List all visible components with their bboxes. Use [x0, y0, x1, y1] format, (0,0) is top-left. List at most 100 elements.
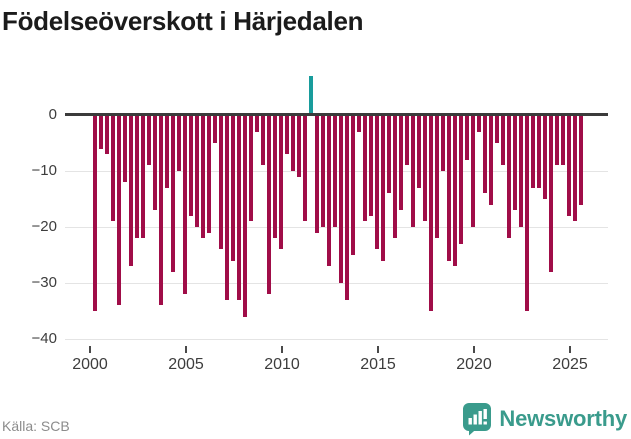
- x-tick-label: 2025: [552, 356, 588, 373]
- x-tick: [89, 346, 91, 353]
- bar-negative: [345, 116, 349, 300]
- bar-negative: [267, 116, 271, 295]
- bar-negative: [537, 116, 541, 188]
- bar-negative: [273, 116, 277, 239]
- bar-negative: [159, 116, 163, 306]
- bar-negative: [507, 116, 511, 239]
- bar-negative: [183, 116, 187, 295]
- gridline: [65, 283, 608, 284]
- bar-negative: [135, 116, 139, 239]
- bar-negative: [105, 116, 109, 155]
- bar-negative: [123, 116, 127, 183]
- bar-negative: [291, 116, 295, 171]
- x-tick-label: 2000: [72, 356, 108, 373]
- x-tick-label: 2020: [456, 356, 492, 373]
- bar-negative: [225, 116, 229, 300]
- source-label: Källa: SCB: [2, 418, 70, 434]
- bar-negative: [453, 116, 457, 267]
- gridline: [65, 339, 608, 340]
- bar-negative: [459, 116, 463, 244]
- bar-negative: [435, 116, 439, 239]
- bar-negative: [243, 116, 247, 317]
- bar-negative: [447, 116, 451, 261]
- x-tick-label: 2010: [264, 356, 300, 373]
- bar-negative: [255, 116, 259, 132]
- bar-negative: [93, 116, 97, 311]
- zero-axis-line: [65, 113, 608, 116]
- bar-negative: [129, 116, 133, 267]
- bar-negative: [189, 116, 193, 216]
- bar-negative: [363, 116, 367, 222]
- bar-negative: [237, 116, 241, 300]
- bar-negative: [381, 116, 385, 261]
- bar-negative: [411, 116, 415, 227]
- x-tick: [377, 346, 379, 353]
- bar-negative: [231, 116, 235, 261]
- chart-title: Födelseöverskott i Härjedalen: [2, 6, 364, 36]
- bar-negative: [513, 116, 517, 211]
- bar-negative: [531, 116, 535, 188]
- x-tick-label: 2015: [360, 356, 396, 373]
- bar-negative: [399, 116, 403, 211]
- bar-negative: [333, 116, 337, 227]
- bar-negative: [147, 116, 151, 166]
- x-tick: [473, 346, 475, 353]
- x-tick-label: 2005: [168, 356, 204, 373]
- bar-negative: [471, 116, 475, 227]
- y-tick-label: −20: [31, 218, 57, 235]
- bar-negative: [579, 116, 583, 205]
- bar-negative: [495, 116, 499, 143]
- bar-negative: [465, 116, 469, 160]
- bar-negative: [99, 116, 103, 149]
- bar-negative: [555, 116, 559, 166]
- bar-negative: [141, 116, 145, 239]
- bar-negative: [261, 116, 265, 166]
- bar-negative: [321, 116, 325, 227]
- bar-negative: [327, 116, 331, 267]
- bar-negative: [369, 116, 373, 216]
- x-tick: [281, 346, 283, 353]
- bar-negative: [567, 116, 571, 216]
- y-tick-label: −10: [31, 162, 57, 179]
- bar-negative: [387, 116, 391, 194]
- bar-negative: [405, 116, 409, 166]
- bar-negative: [429, 116, 433, 311]
- bar-negative: [117, 116, 121, 306]
- bar-negative: [393, 116, 397, 239]
- bar-negative: [351, 116, 355, 255]
- bar-negative: [423, 116, 427, 222]
- y-tick-label: −40: [31, 330, 57, 347]
- bar-negative: [417, 116, 421, 188]
- bar-negative: [177, 116, 181, 171]
- bar-negative: [561, 116, 565, 166]
- bar-negative: [549, 116, 553, 272]
- bar-negative: [111, 116, 115, 222]
- bar-negative: [213, 116, 217, 143]
- bar-negative: [165, 116, 169, 188]
- bar-negative: [543, 116, 547, 199]
- bar-negative: [279, 116, 283, 250]
- bar-negative: [573, 116, 577, 222]
- bar-negative: [441, 116, 445, 171]
- x-tick: [185, 346, 187, 353]
- bar-negative: [483, 116, 487, 194]
- bar-negative: [303, 116, 307, 222]
- bar-negative: [219, 116, 223, 250]
- brand-name: Newsworthy: [499, 406, 627, 431]
- bar-negative: [477, 116, 481, 132]
- bar-negative: [357, 116, 361, 132]
- bar-negative: [285, 116, 289, 155]
- y-tick-label: 0: [48, 106, 57, 123]
- gridline: [65, 227, 608, 228]
- bar-negative: [201, 116, 205, 239]
- bar-negative: [519, 116, 523, 227]
- bar-positive: [309, 75, 313, 113]
- newsworthy-bubble-icon: [463, 403, 492, 436]
- bar-negative: [339, 116, 343, 283]
- bar-negative: [171, 116, 175, 272]
- bar-negative: [207, 116, 211, 233]
- bar-negative: [489, 116, 493, 205]
- bar-negative: [153, 116, 157, 211]
